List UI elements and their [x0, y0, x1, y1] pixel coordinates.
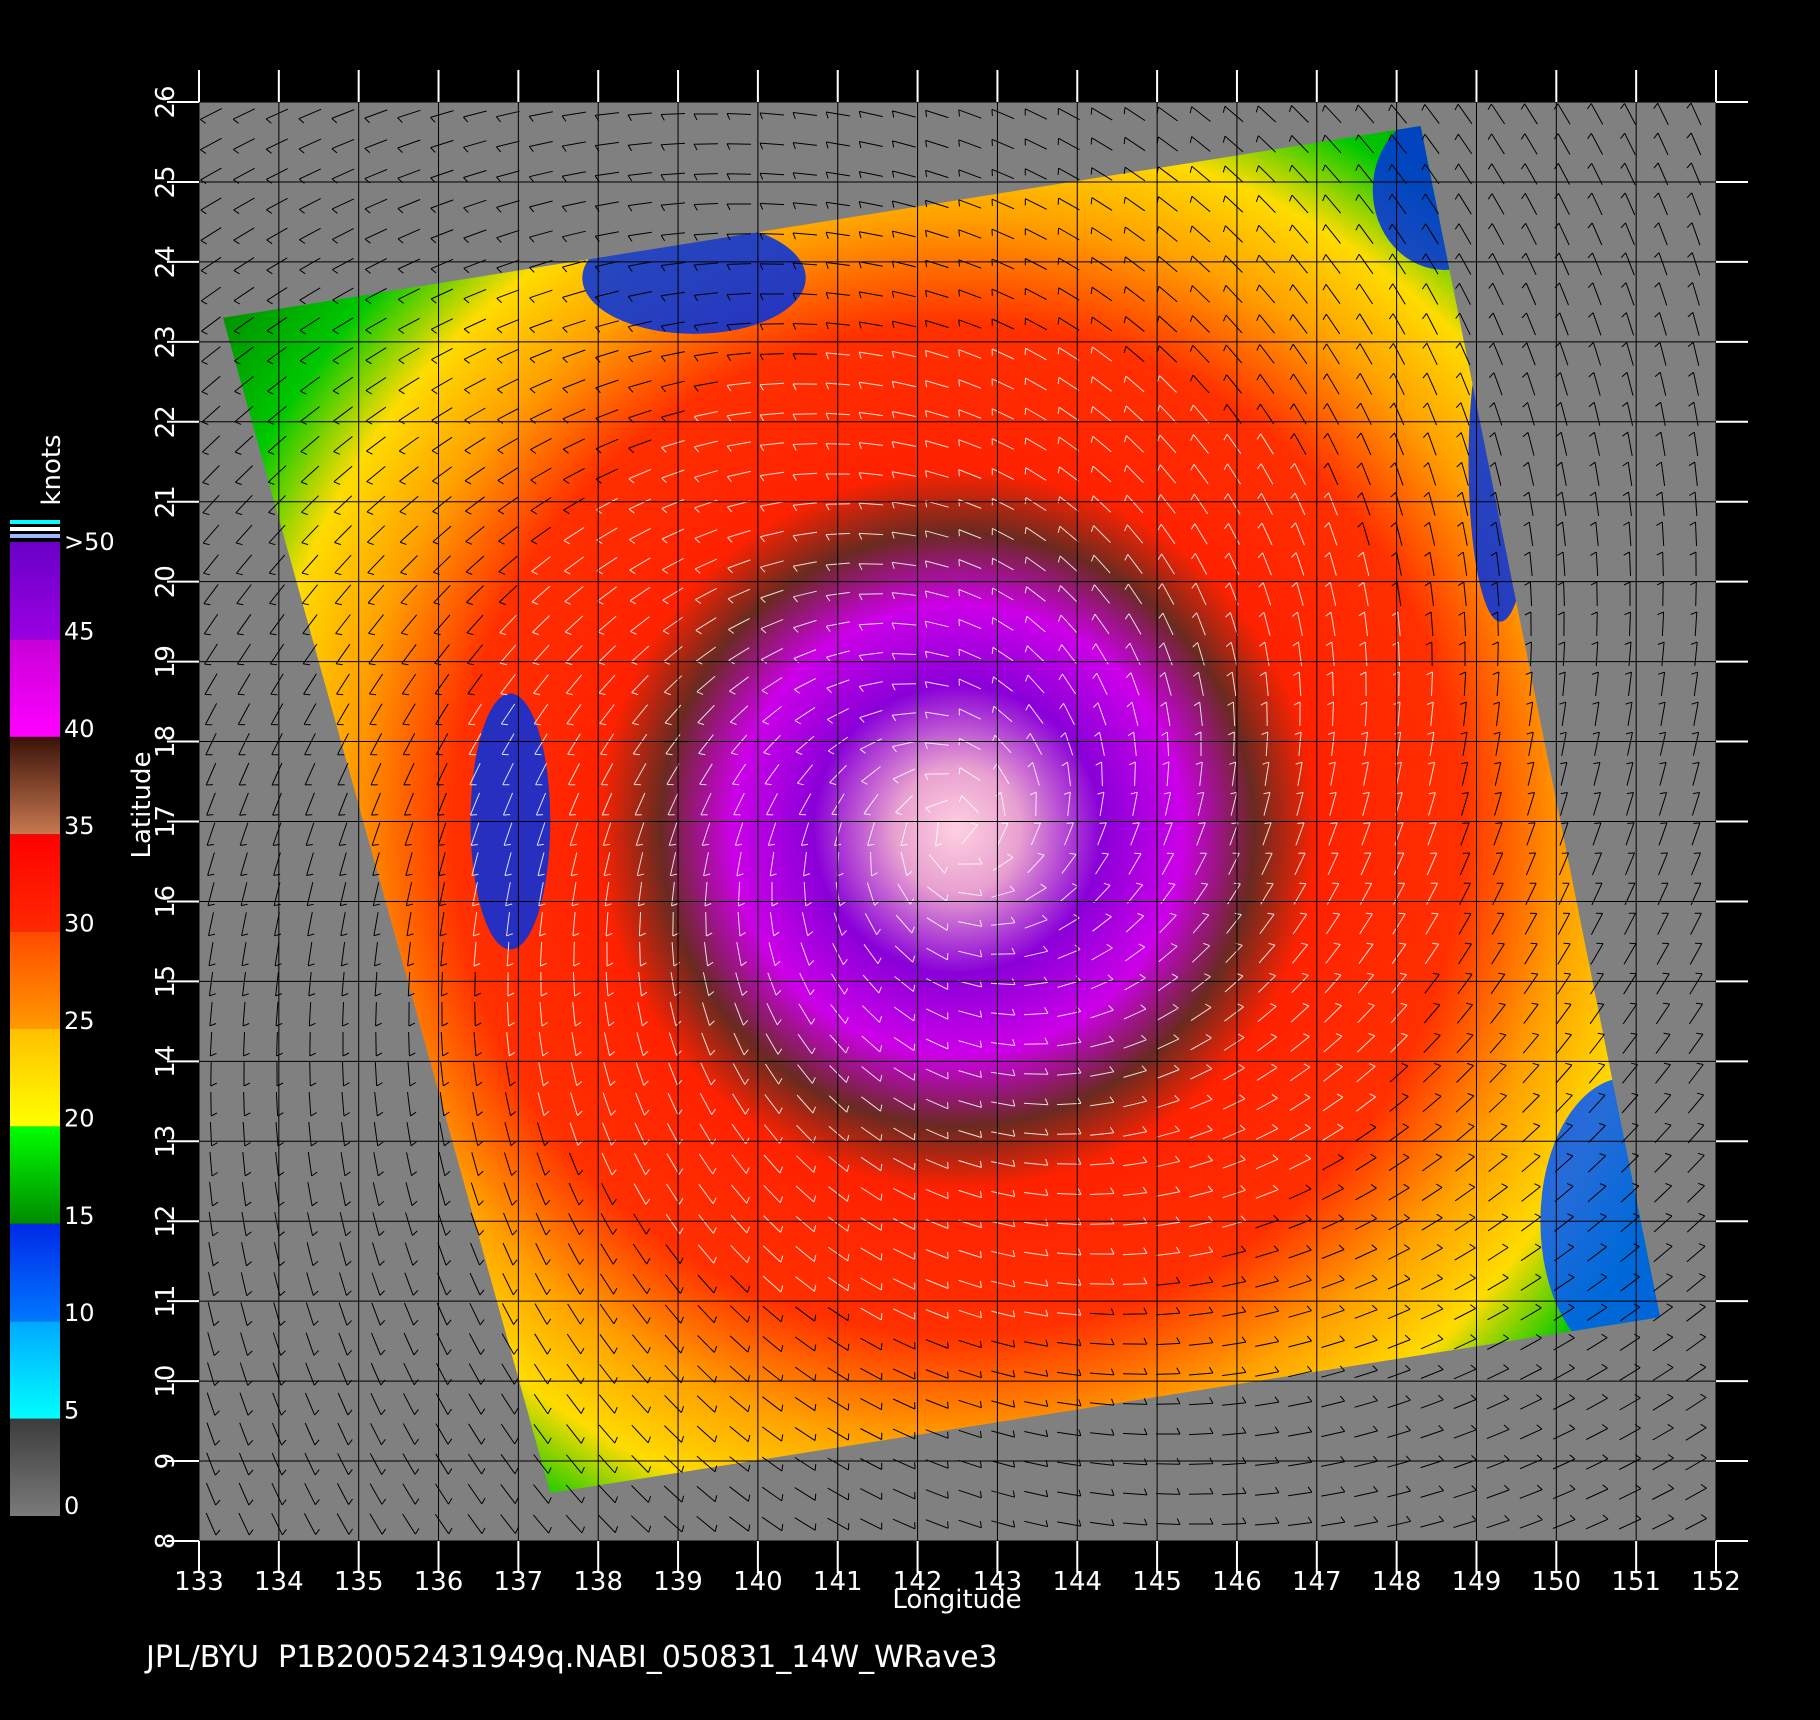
color-bar-band [10, 1321, 60, 1419]
longitude-tick-label: 134 [254, 1567, 304, 1597]
color-bar [10, 520, 60, 1516]
longitude-tick-labels: 133 134 135 136 137 138 139 140 141 142 143 144 145 1… [174, 1567, 1741, 1597]
longitude-tick-label: 140 [733, 1567, 783, 1597]
color-bar-band [10, 931, 60, 1029]
color-bar-band [10, 542, 60, 640]
color-bar-band [10, 834, 60, 932]
color-bar-labels: >50 45 40 35 30 25 20 15 10 5 0 [64, 528, 115, 1520]
color-bar-unit-label: knots [37, 434, 67, 505]
color-bar-label: 35 [64, 812, 95, 840]
latitude-tick-label: 21 [151, 485, 181, 518]
longitude-tick-label: 149 [1452, 1567, 1502, 1597]
color-bar-band [10, 1418, 60, 1516]
wind-barbs [200, 102, 1707, 1536]
color-bar-label: 10 [64, 1299, 95, 1327]
color-bar-cap [10, 527, 60, 531]
latitude-tick-label: 9 [151, 1453, 181, 1470]
color-bar-band [10, 1223, 60, 1322]
latitude-tick-labels: 8 9 10 11 12 13 14 15 16 17 18 19 20 21 22 23 24 25 26 [151, 85, 181, 1549]
y-axis-title: Latitude [127, 751, 157, 858]
latitude-tick-label: 25 [151, 165, 181, 198]
latitude-tick-label: 12 [151, 1205, 181, 1238]
longitude-tick-label: 138 [573, 1567, 623, 1597]
latitude-tick-label: 14 [151, 1045, 181, 1078]
latitude-tick-label: 8 [151, 1533, 181, 1550]
longitude-tick-label: 144 [1052, 1567, 1102, 1597]
latitude-tick-label: 26 [151, 85, 181, 118]
axis-ticks [167, 70, 1748, 1573]
latitude-tick-label: 13 [151, 1125, 181, 1158]
color-bar-band [10, 736, 60, 835]
color-bar-band [10, 639, 60, 737]
longitude-tick-label: 145 [1132, 1567, 1182, 1597]
wind-barbs-dark [200, 102, 1707, 1536]
longitude-tick-label: 137 [494, 1567, 544, 1597]
longitude-tick-label: 146 [1212, 1567, 1262, 1597]
color-bar-band [10, 1029, 60, 1127]
longitude-tick-label: 147 [1292, 1567, 1342, 1597]
latitude-tick-label: 10 [151, 1365, 181, 1398]
x-axis-title: Longitude [892, 1585, 1021, 1615]
latitude-tick-label: 15 [151, 965, 181, 998]
color-bar-label: 25 [64, 1007, 95, 1035]
latitude-tick-label: 22 [151, 405, 181, 438]
latitude-tick-label: 24 [151, 245, 181, 278]
color-bar-label: 45 [64, 617, 95, 645]
color-bar-label: 40 [64, 715, 95, 743]
latitude-tick-label: 19 [151, 645, 181, 678]
color-bar-label: >50 [64, 528, 115, 556]
longitude-tick-label: 150 [1531, 1567, 1581, 1597]
footer-caption: JPL/BYU P1B20052431949q.NABI_050831_14W_… [146, 1640, 998, 1675]
longitude-tick-label: 142 [893, 1567, 943, 1597]
color-bar-band [10, 1126, 60, 1224]
longitude-tick-label: 133 [174, 1567, 224, 1597]
color-bar-label: 30 [64, 910, 95, 938]
longitude-tick-label: 148 [1372, 1567, 1422, 1597]
longitude-tick-label: 135 [334, 1567, 384, 1597]
color-bar-cap [10, 520, 60, 524]
longitude-tick-label: 151 [1611, 1567, 1661, 1597]
longitude-tick-label: 139 [653, 1567, 703, 1597]
longitude-tick-label: 141 [813, 1567, 863, 1597]
longitude-tick-label: 143 [973, 1567, 1023, 1597]
latitude-tick-label: 23 [151, 325, 181, 358]
latitude-tick-label: 17 [151, 805, 181, 838]
latitude-tick-label: 16 [151, 885, 181, 918]
longitude-tick-label: 152 [1691, 1567, 1741, 1597]
color-bar-label: 20 [64, 1104, 95, 1132]
latitude-tick-label: 20 [151, 565, 181, 598]
color-bar-label: 5 [64, 1397, 79, 1425]
latitude-tick-label: 18 [151, 725, 181, 758]
longitude-tick-label: 136 [414, 1567, 464, 1597]
color-bar-label: 15 [64, 1202, 95, 1230]
color-bar-cap [10, 534, 60, 538]
color-bar-label: 0 [64, 1492, 79, 1520]
latitude-tick-label: 11 [151, 1285, 181, 1318]
